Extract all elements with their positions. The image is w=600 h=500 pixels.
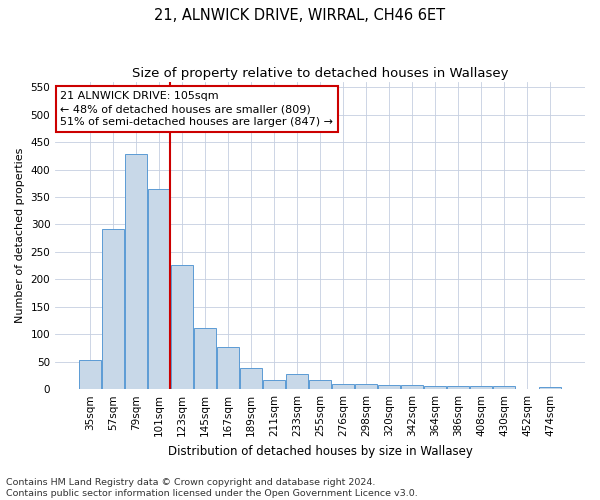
Bar [286,374,308,389]
Bar [447,386,469,389]
Bar [493,386,515,389]
Bar [194,328,216,389]
Bar [148,188,170,389]
Bar [240,368,262,389]
Bar [516,388,538,389]
Bar [79,360,101,389]
Title: Size of property relative to detached houses in Wallasey: Size of property relative to detached ho… [132,68,508,80]
Bar [424,386,446,389]
Bar [217,347,239,389]
X-axis label: Distribution of detached houses by size in Wallasey: Distribution of detached houses by size … [167,444,473,458]
Bar [171,265,193,389]
Bar [309,380,331,389]
Bar [378,386,400,389]
Bar [355,384,377,389]
Bar [263,380,285,389]
Bar [102,229,124,389]
Bar [470,386,492,389]
Y-axis label: Number of detached properties: Number of detached properties [15,148,25,323]
Text: 21, ALNWICK DRIVE, WIRRAL, CH46 6ET: 21, ALNWICK DRIVE, WIRRAL, CH46 6ET [154,8,446,22]
Bar [125,154,147,389]
Bar [332,384,354,389]
Text: Contains HM Land Registry data © Crown copyright and database right 2024.
Contai: Contains HM Land Registry data © Crown c… [6,478,418,498]
Bar [539,387,561,389]
Bar [401,385,423,389]
Text: 21 ALNWICK DRIVE: 105sqm
← 48% of detached houses are smaller (809)
51% of semi-: 21 ALNWICK DRIVE: 105sqm ← 48% of detach… [61,91,334,128]
